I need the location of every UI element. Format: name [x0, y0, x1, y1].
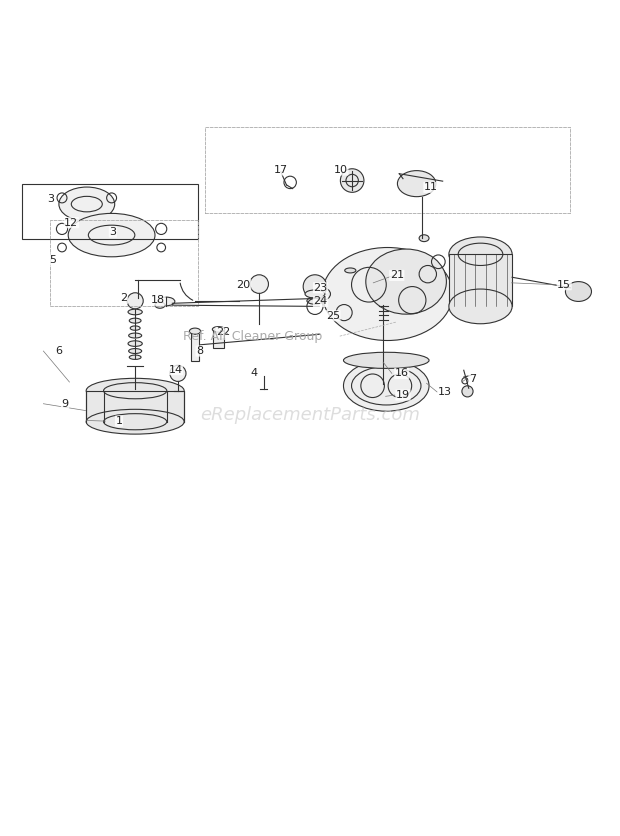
- Text: 3: 3: [109, 227, 117, 237]
- Text: 7: 7: [469, 374, 476, 384]
- Ellipse shape: [157, 297, 175, 306]
- Bar: [449, 254, 512, 307]
- Ellipse shape: [307, 298, 323, 304]
- Ellipse shape: [130, 326, 140, 330]
- Text: 12: 12: [64, 217, 78, 227]
- Text: 18: 18: [151, 295, 165, 305]
- Ellipse shape: [345, 268, 356, 273]
- Text: 13: 13: [438, 387, 452, 397]
- Circle shape: [340, 169, 364, 192]
- Bar: [213, 329, 224, 348]
- Ellipse shape: [343, 360, 429, 411]
- Ellipse shape: [86, 379, 184, 403]
- Ellipse shape: [343, 352, 429, 369]
- Text: 25: 25: [326, 311, 340, 321]
- Ellipse shape: [59, 187, 115, 222]
- Text: 17: 17: [274, 165, 288, 175]
- Text: 8: 8: [196, 346, 203, 356]
- Ellipse shape: [129, 349, 141, 354]
- Text: 2: 2: [120, 293, 128, 303]
- Circle shape: [373, 375, 396, 399]
- Ellipse shape: [86, 410, 184, 434]
- Text: 14: 14: [169, 364, 182, 375]
- Text: Ref. Air Cleaner Group: Ref. Air Cleaner Group: [183, 329, 322, 343]
- Ellipse shape: [449, 289, 512, 324]
- Bar: [86, 390, 184, 421]
- Text: 4: 4: [250, 369, 258, 379]
- Circle shape: [170, 365, 186, 381]
- Text: 3: 3: [47, 194, 55, 204]
- Circle shape: [462, 385, 473, 397]
- Ellipse shape: [189, 328, 201, 334]
- Text: 20: 20: [237, 280, 250, 290]
- Text: 16: 16: [395, 369, 409, 379]
- Text: eReplacementParts.com: eReplacementParts.com: [200, 406, 420, 424]
- Ellipse shape: [397, 171, 436, 196]
- Ellipse shape: [322, 247, 453, 340]
- Bar: [191, 331, 199, 361]
- Bar: [22, 184, 198, 239]
- Text: 15: 15: [557, 280, 571, 290]
- Ellipse shape: [212, 327, 224, 332]
- Text: 22: 22: [216, 328, 230, 338]
- Ellipse shape: [565, 282, 591, 302]
- Ellipse shape: [68, 213, 155, 257]
- Ellipse shape: [129, 355, 141, 359]
- Text: 11: 11: [424, 182, 438, 192]
- Ellipse shape: [128, 309, 142, 315]
- Ellipse shape: [419, 235, 429, 242]
- Text: 1: 1: [115, 416, 123, 426]
- Ellipse shape: [155, 302, 165, 308]
- Ellipse shape: [305, 290, 325, 298]
- Ellipse shape: [366, 249, 446, 314]
- Circle shape: [303, 275, 327, 298]
- Text: 23: 23: [314, 283, 327, 293]
- Text: 24: 24: [314, 297, 327, 307]
- Circle shape: [127, 293, 143, 308]
- Ellipse shape: [128, 341, 142, 346]
- Text: 5: 5: [49, 255, 56, 265]
- Circle shape: [250, 275, 268, 293]
- Ellipse shape: [129, 333, 141, 338]
- Text: 9: 9: [61, 399, 69, 409]
- Text: 19: 19: [396, 390, 410, 400]
- Text: 10: 10: [334, 165, 348, 175]
- Ellipse shape: [129, 319, 141, 324]
- Text: 6: 6: [55, 346, 63, 356]
- Text: 21: 21: [390, 270, 404, 280]
- Ellipse shape: [449, 237, 512, 272]
